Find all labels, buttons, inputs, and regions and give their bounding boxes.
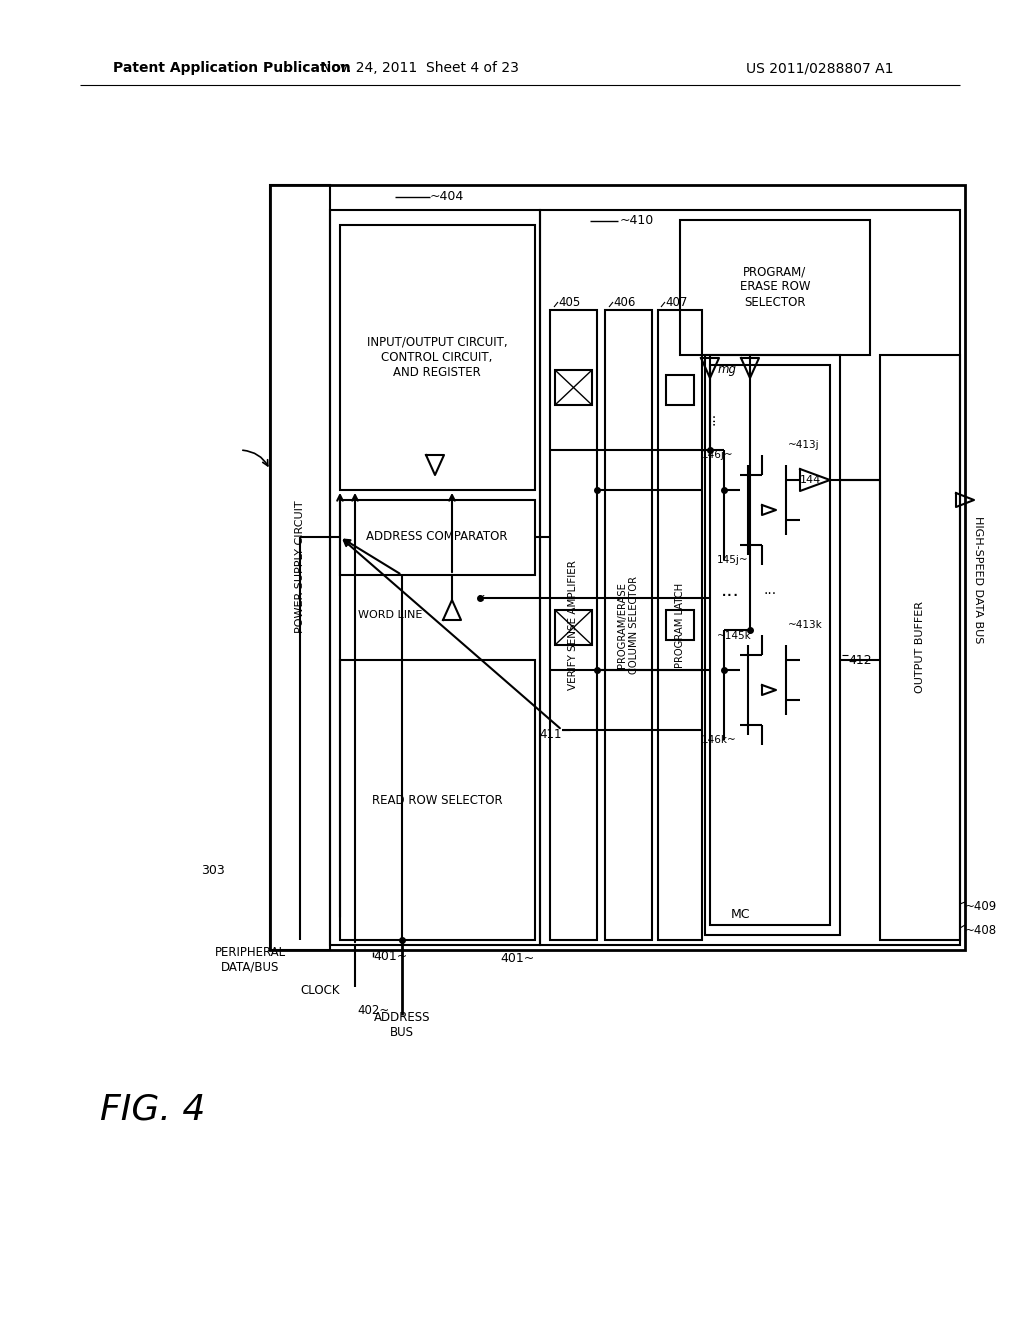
Text: ~145k: ~145k (717, 631, 752, 642)
Bar (340, 660, 535, 940)
Bar (880, 355, 961, 940)
Text: ~410: ~410 (620, 214, 654, 227)
Text: 145j~: 145j~ (717, 554, 749, 565)
Bar (666, 610, 694, 640)
Bar (270, 185, 330, 950)
Text: ~413k: ~413k (788, 620, 822, 630)
Bar (340, 224, 535, 490)
Text: ~404: ~404 (430, 190, 464, 203)
Text: Patent Application Publication: Patent Application Publication (113, 61, 351, 75)
Text: MC: MC (730, 908, 750, 921)
Text: 411: 411 (540, 729, 562, 742)
Text: ~409: ~409 (965, 900, 997, 913)
Text: 406: 406 (613, 296, 635, 309)
Text: 412: 412 (848, 653, 871, 667)
Text: ADDRESS
BUS: ADDRESS BUS (374, 1011, 430, 1039)
Text: ...: ... (764, 583, 776, 597)
Text: FIG. 4: FIG. 4 (100, 1093, 206, 1127)
Bar (555, 370, 592, 405)
Text: 401~: 401~ (501, 952, 535, 965)
Text: 401~: 401~ (373, 950, 408, 964)
Text: 405: 405 (558, 296, 581, 309)
Bar (540, 210, 961, 945)
Text: CLOCK: CLOCK (300, 983, 340, 997)
Text: ~413j: ~413j (788, 440, 819, 450)
Text: Nov. 24, 2011  Sheet 4 of 23: Nov. 24, 2011 Sheet 4 of 23 (322, 61, 519, 75)
Text: INPUT/OUTPUT CIRCUIT,
CONTROL CIRCUIT,
AND REGISTER: INPUT/OUTPUT CIRCUIT, CONTROL CIRCUIT, A… (367, 335, 507, 379)
Text: HIGH-SPEED DATA BUS: HIGH-SPEED DATA BUS (973, 516, 983, 644)
Text: 144: 144 (800, 475, 820, 484)
Text: ADDRESS COMPARATOR: ADDRESS COMPARATOR (367, 531, 508, 544)
Text: 146k~: 146k~ (702, 735, 736, 744)
Text: ~408: ~408 (965, 924, 997, 936)
Bar (550, 310, 597, 940)
Bar (555, 610, 592, 645)
Text: VERIFY SENSE AMPLIFIER: VERIFY SENSE AMPLIFIER (568, 560, 578, 690)
Text: 303: 303 (202, 863, 225, 876)
Text: OUTPUT BUFFER: OUTPUT BUFFER (915, 601, 925, 693)
Bar (340, 500, 535, 576)
Text: WORD LINE: WORD LINE (357, 610, 422, 620)
Text: PROGRAM/ERASE
COLUMN SELECTOR: PROGRAM/ERASE COLUMN SELECTOR (617, 576, 639, 675)
Bar (666, 375, 694, 405)
Bar (658, 310, 702, 940)
Text: 146j~: 146j~ (702, 450, 733, 459)
Text: US 2011/0288807 A1: US 2011/0288807 A1 (746, 61, 894, 75)
Text: PROGRAM/
ERASE ROW
SELECTOR: PROGRAM/ ERASE ROW SELECTOR (739, 265, 810, 309)
Bar (270, 185, 965, 950)
Bar (710, 366, 830, 925)
Text: ...: ... (721, 581, 739, 599)
Text: READ ROW SELECTOR: READ ROW SELECTOR (372, 793, 503, 807)
Bar (705, 355, 840, 935)
Bar (680, 220, 870, 355)
Text: POWER SUPPLY CIRCUIT: POWER SUPPLY CIRCUIT (295, 500, 305, 634)
Text: ...: ... (703, 412, 717, 425)
Text: x: x (477, 593, 483, 603)
Text: PROGRAM LATCH: PROGRAM LATCH (675, 582, 685, 668)
Bar (330, 210, 540, 945)
Text: PERIPHERAL
DATA/BUS: PERIPHERAL DATA/BUS (214, 946, 286, 974)
Text: 407: 407 (665, 296, 687, 309)
Text: mg: mg (718, 363, 737, 376)
Text: 402~: 402~ (357, 1003, 390, 1016)
Bar (605, 310, 652, 940)
